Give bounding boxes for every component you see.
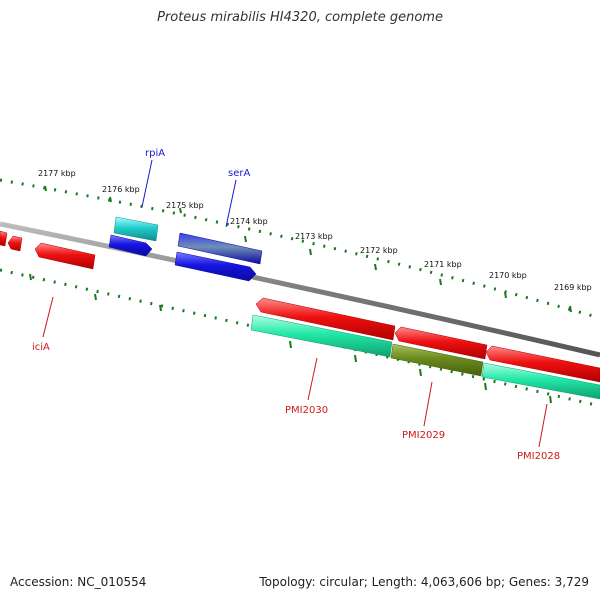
leader-PMI2029 [423,381,433,427]
leader-PMI2030 [307,357,318,401]
ruler-label: 2175 kbp [166,201,204,210]
ruler-label: 2173 kbp [295,232,333,241]
gene-red-left-2[interactable] [7,235,23,252]
leader-PMI2028 [538,403,548,448]
leader-iciA [42,296,54,338]
gene-PMI2029[interactable] [390,343,484,377]
gene-PMI2028[interactable] [481,362,600,400]
outer-ruler-dots [0,178,600,320]
ruler-label: 2170 kbp [489,271,527,280]
gene-PMI2030[interactable] [250,314,393,358]
genome-backbone [0,221,600,358]
outer-ruler: 2177 kbp 2176 kbp 2175 kbp 2174 kbp 2173… [0,169,600,320]
gene-blue-2[interactable] [174,251,257,282]
outer-ruler-ticks [44,185,572,313]
reverse-strand-genes [0,230,600,383]
leader-rpiA [141,159,153,208]
gene-label-leaders [42,159,548,448]
gene-blue-1[interactable] [108,234,153,257]
gene-red-mid[interactable] [255,297,396,341]
ruler-label: 2174 kbp [230,217,268,226]
gene-label-rpiA[interactable]: rpiA [145,148,165,159]
inner-ruler [0,268,600,408]
leader-serA [225,179,237,228]
inner-ruler-dots [0,268,600,408]
genome-title: Proteus mirabilis HI4320, complete genom… [157,10,443,25]
gene-labels: rpiA serA iciA PMI2030 PMI2029 PMI2028 [32,148,560,462]
inner-ruler-ticks [29,273,552,404]
gene-red-right[interactable] [485,345,600,383]
genome-summary-text: Topology: circular; Length: 4,063,606 bp… [259,575,589,589]
gene-label-PMI2029[interactable]: PMI2029 [402,430,445,441]
accession-text: Accession: NC_010554 [10,575,147,589]
gene-label-PMI2028[interactable]: PMI2028 [517,451,560,462]
gene-label-PMI2030[interactable]: PMI2030 [285,405,328,416]
ruler-label: 2176 kbp [102,185,140,194]
ruler-label: 2172 kbp [360,246,398,255]
gene-label-serA[interactable]: serA [228,168,250,179]
gene-red-mid-2[interactable] [394,326,488,360]
ruler-label: 2177 kbp [38,169,76,178]
gene-iciA[interactable] [34,242,96,270]
outer-ruler-labels: 2177 kbp 2176 kbp 2175 kbp 2174 kbp 2173… [38,169,592,292]
forward-strand-genes [108,216,263,282]
gene-rpiA[interactable] [113,216,159,242]
gene-red-left-1[interactable] [0,230,8,247]
lower-genes [250,314,600,400]
ruler-label: 2171 kbp [424,260,462,269]
gene-serA[interactable] [177,232,263,265]
gene-label-iciA[interactable]: iciA [32,342,50,353]
ruler-label: 2169 kbp [554,283,592,292]
